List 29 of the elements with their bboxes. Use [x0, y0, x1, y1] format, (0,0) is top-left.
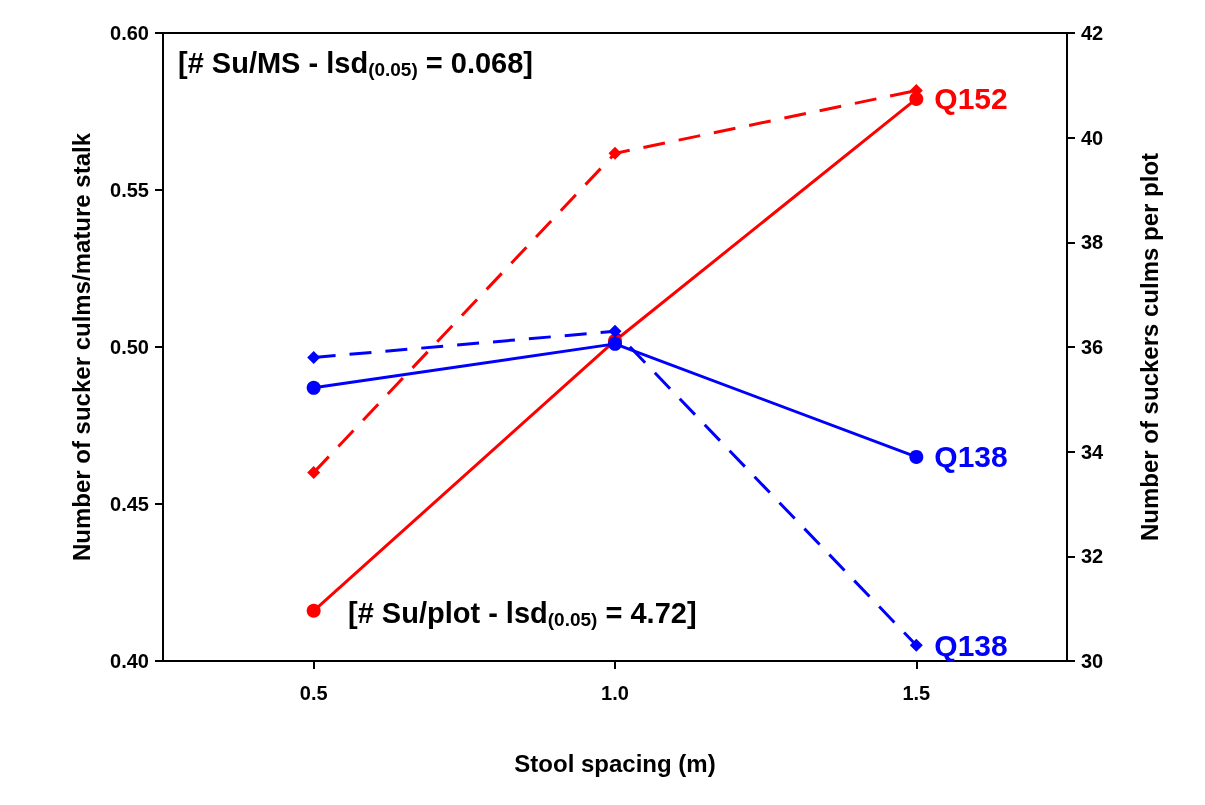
point [307, 350, 321, 364]
x-tick-label: 1.0 [601, 682, 629, 704]
y2-tick-label: 34 [1081, 440, 1105, 463]
x-tick-label: 0.5 [299, 682, 328, 704]
y2-tick-label: 38 [1081, 231, 1104, 254]
series-label: Q138 [934, 628, 1008, 662]
y2-tick-label: 36 [1081, 336, 1104, 358]
y2-axis-title: Number of suckers culms per plot [1135, 152, 1163, 542]
y2-tick-label: 40 [1081, 126, 1104, 149]
y2-tick-label: 42 [1081, 22, 1104, 44]
y-tick-label: 0.45 [110, 493, 149, 515]
y-tick-label: 0.40 [110, 650, 149, 672]
x-tick-label: 1.5 [902, 682, 931, 704]
point [909, 638, 923, 652]
point [909, 449, 924, 464]
y-tick-label: 0.50 [110, 336, 149, 358]
y-tick-label: 0.55 [110, 179, 149, 201]
point [306, 380, 321, 395]
y-tick-label: 0.60 [110, 22, 149, 44]
x-axis-title: Stool spacing (m) [514, 749, 716, 777]
series-label: Q138 [934, 440, 1008, 474]
point [306, 603, 321, 618]
y-axis-title: Number of sucker culms/mature stalk [67, 132, 95, 562]
series-label: Q152 [934, 82, 1008, 116]
y2-tick-label: 32 [1081, 545, 1104, 568]
point [608, 146, 622, 160]
y2-tick-label: 30 [1081, 650, 1104, 672]
point [608, 324, 622, 338]
point [307, 466, 321, 480]
